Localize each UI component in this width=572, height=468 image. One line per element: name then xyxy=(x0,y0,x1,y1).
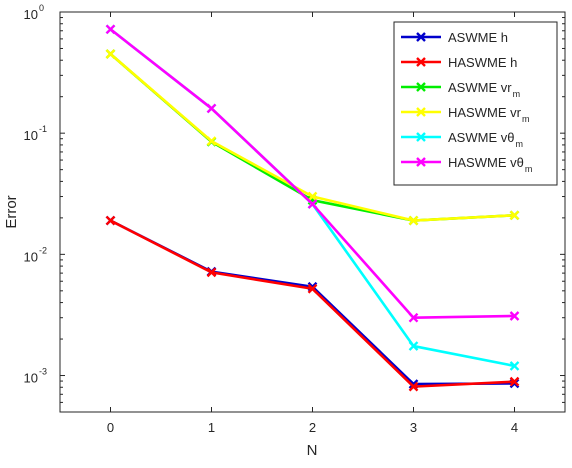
x-tick-label: 2 xyxy=(309,420,316,435)
x-tick-label: 4 xyxy=(511,420,518,435)
legend-entry: HASWME vr m xyxy=(401,105,529,124)
legend-entry: HASWME h xyxy=(401,55,517,70)
legend-label-subscript: m xyxy=(525,164,533,174)
data-point-marker xyxy=(509,376,520,387)
legend-entry: ASWME vθ m xyxy=(401,130,523,149)
legend-swatch-marker xyxy=(416,57,426,67)
y-axis-label: Error xyxy=(3,195,20,228)
legend-swatch-marker xyxy=(416,157,426,167)
y-tick-label: 10 xyxy=(24,371,38,386)
x-tick-label: 3 xyxy=(410,420,417,435)
legend-label-subscript: m xyxy=(515,139,523,149)
legend-label: HASWME vθ xyxy=(448,155,524,170)
data-point-marker xyxy=(509,361,520,371)
data-point-marker xyxy=(206,267,217,278)
legend-label-subscript: m xyxy=(522,114,530,124)
legend-swatch-marker xyxy=(416,32,426,42)
series-5 xyxy=(105,24,520,323)
data-point-marker xyxy=(307,199,318,209)
y-tick-base: 10 xyxy=(24,128,38,143)
x-axis-label: N xyxy=(307,442,318,459)
y-tick-exponent: -3 xyxy=(39,367,47,377)
series-3 xyxy=(105,49,520,226)
legend-swatch-marker xyxy=(416,107,426,117)
legend-label: ASWME vr xyxy=(448,80,512,95)
legend-entry: ASWME vr m xyxy=(401,80,520,99)
data-point-marker xyxy=(307,191,318,202)
legend-label: ASWME vθ xyxy=(448,130,514,145)
legend-label: HASWME h xyxy=(448,55,517,70)
data-point-marker xyxy=(206,136,217,146)
x-axis-ticks: 0 1 2 3 4 xyxy=(107,12,518,435)
series-layer xyxy=(105,24,520,392)
legend-entry: HASWME vθ m xyxy=(401,155,532,174)
legend-swatch-marker xyxy=(416,132,426,142)
legend-label: HASWME vr xyxy=(448,105,522,120)
data-point-marker xyxy=(206,103,217,114)
data-point-marker xyxy=(408,381,419,392)
data-point-marker xyxy=(105,24,116,35)
y-tick-base: 10 xyxy=(24,371,38,386)
legend-label: ASWME h xyxy=(448,30,508,45)
legend-label-subscript: m xyxy=(513,89,521,99)
data-point-marker xyxy=(105,215,116,226)
y-tick-exponent: -1 xyxy=(39,124,47,134)
data-point-marker xyxy=(408,341,419,351)
data-point-marker xyxy=(307,283,318,294)
y-tick-base: 10 xyxy=(24,7,38,22)
y-tick-exponent: -2 xyxy=(39,245,47,255)
legend-swatch-marker xyxy=(416,82,426,92)
y-tick-label: 10 xyxy=(24,249,38,264)
data-point-marker xyxy=(105,49,116,59)
y-tick-exponent: 0 xyxy=(39,3,44,13)
data-point-marker xyxy=(509,210,520,221)
data-point-marker xyxy=(408,215,419,226)
x-tick-label: 1 xyxy=(208,420,215,435)
data-point-marker xyxy=(509,311,520,321)
x-tick-label: 0 xyxy=(107,420,114,435)
legend-entry: ASWME h xyxy=(401,30,508,45)
y-tick-label: 10 xyxy=(24,7,38,22)
legend-box xyxy=(393,21,558,186)
data-point-marker xyxy=(408,312,419,323)
y-tick-base: 10 xyxy=(24,249,38,264)
y-tick-label: 10 xyxy=(24,128,38,143)
series-1 xyxy=(105,215,520,392)
